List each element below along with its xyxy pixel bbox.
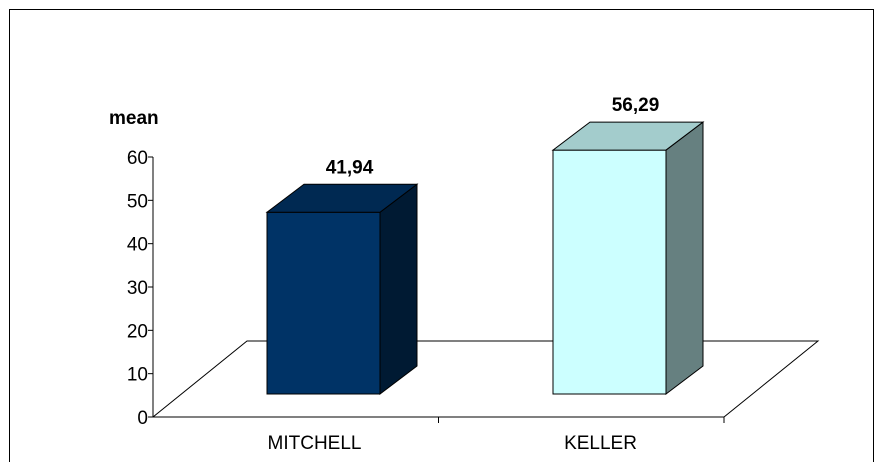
bar-top-face	[265, 183, 419, 213]
bar-keller: 56,29	[551, 95, 705, 396]
bar-side-face	[379, 183, 418, 396]
bar-front-face	[266, 211, 381, 395]
y-tick-label: 0	[137, 408, 148, 429]
bar-front-face	[552, 149, 667, 395]
y-tick-label: 30	[127, 278, 148, 299]
bar-top-face	[551, 121, 705, 151]
chart-floor	[151, 340, 820, 418]
chart-border	[9, 9, 874, 467]
y-tick-label: 60	[127, 148, 148, 169]
bar-side-face	[665, 121, 704, 396]
x-tick-label: KELLER	[564, 433, 637, 454]
bars: 41,94 56,29	[265, 95, 705, 396]
y-axis-title: mean	[109, 108, 159, 129]
x-tick-label: MITCHELL	[268, 433, 362, 454]
x-axis-labels: MITCHELL KELLER	[268, 433, 637, 454]
bar-data-label: 56,29	[612, 95, 660, 116]
y-tick-label: 20	[127, 321, 148, 342]
y-axis-ticks: 0 10 20 30 40 50 60	[127, 148, 725, 429]
y-tick-label: 50	[127, 191, 148, 212]
y-tick-label: 40	[127, 235, 148, 256]
bar-data-label: 41,94	[326, 157, 374, 178]
y-tick-label: 10	[127, 365, 148, 386]
bar-mitchell: 41,94	[265, 157, 419, 396]
